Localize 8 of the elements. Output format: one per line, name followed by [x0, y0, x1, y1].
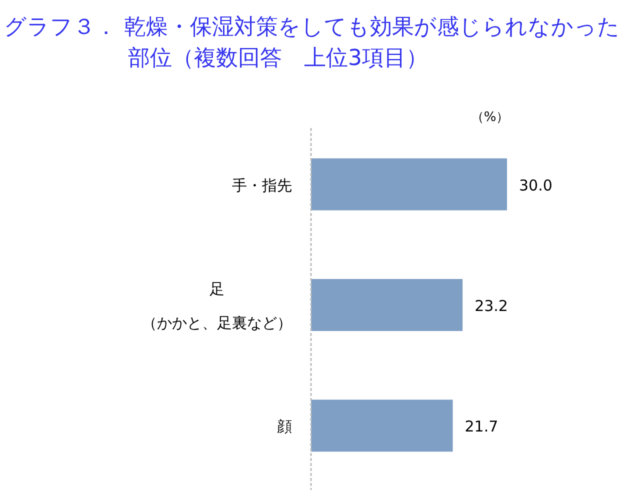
- y-tick-label: 顔: [277, 418, 292, 436]
- data-label: 21.7: [464, 418, 498, 436]
- y-tick-label: 足（かかと、足裏など）: [142, 280, 292, 332]
- y-tick-label: 手・指先: [232, 176, 292, 194]
- data-label: 23.2: [474, 297, 508, 315]
- chart-title: グラフ３． 乾燥・保湿対策をしても効果が感じられなかった部位（複数回答 上位3項目）: [4, 15, 620, 71]
- data-label: 30.0: [519, 176, 552, 194]
- text: （%）: [470, 110, 510, 125]
